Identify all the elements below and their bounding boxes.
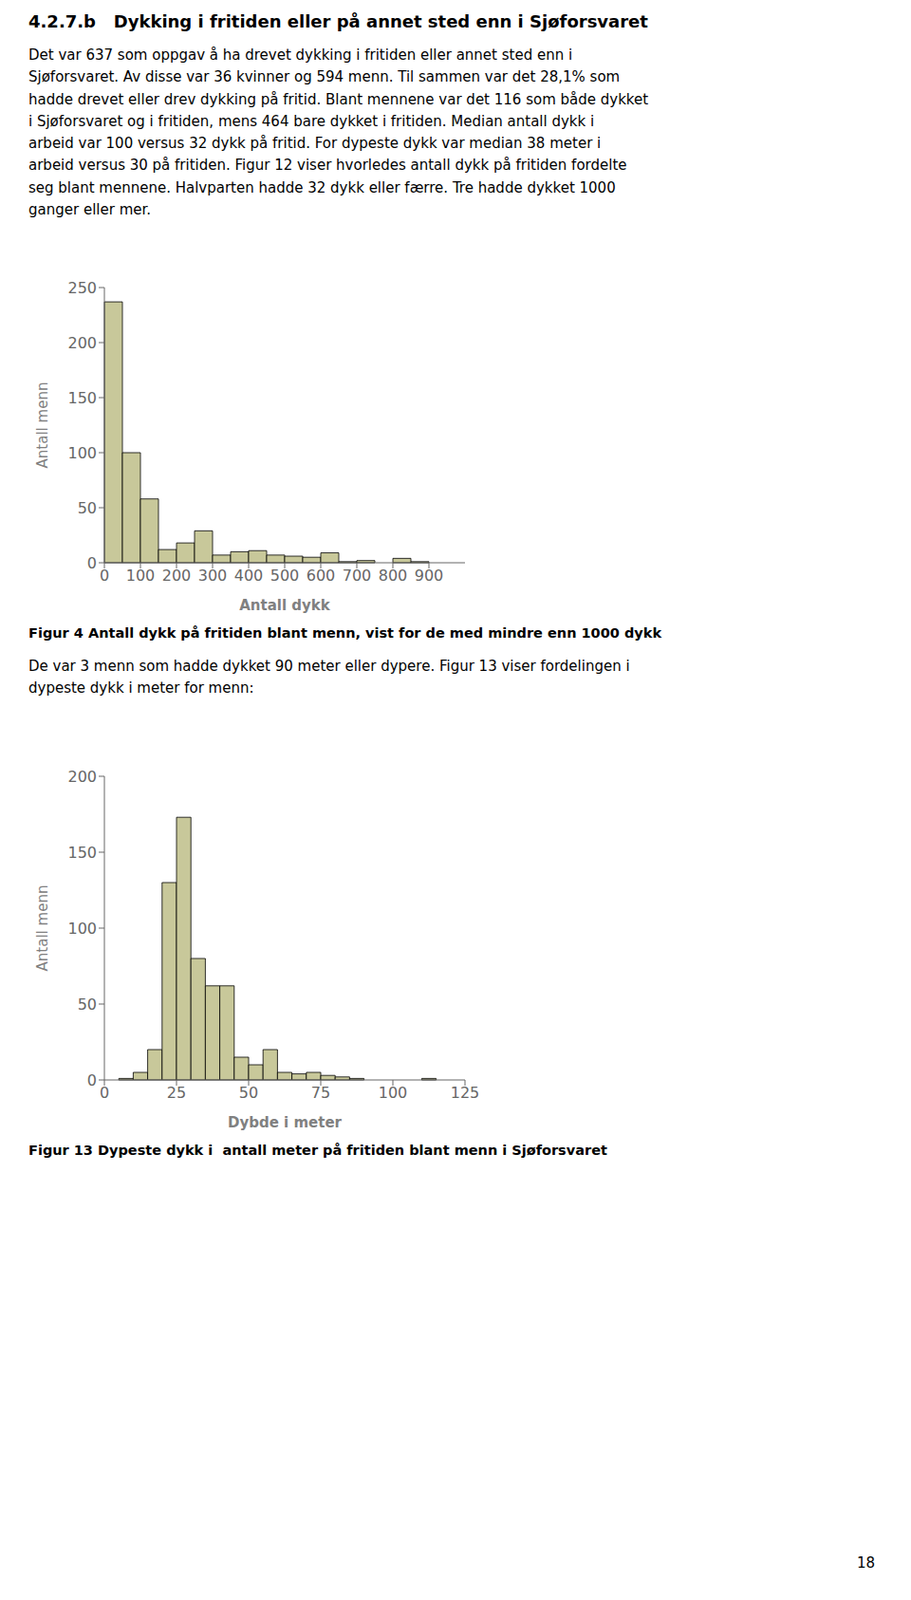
html-text:4.2.7.b Dykking i fritiden ell: 4.2.7.b Dykking i fritiden eller på anne… xyxy=(28,11,649,32)
svg-text:0: 0 xyxy=(87,1070,97,1089)
svg-text:50: 50 xyxy=(77,499,97,518)
svg-text:400: 400 xyxy=(234,566,264,585)
svg-text:75: 75 xyxy=(311,1083,331,1102)
html-text:Figur 4 Antall dykk på fritide: Figur 4 Antall dykk på fritiden blant me… xyxy=(28,625,662,641)
svg-text:Dybde i meter: Dybde i meter xyxy=(227,1114,343,1132)
svg-text:200: 200 xyxy=(162,566,192,585)
svg-text:50: 50 xyxy=(77,994,97,1013)
svg-text:150: 150 xyxy=(67,389,97,408)
html-text:18: 18 xyxy=(856,1554,875,1572)
html-text:De var 3 menn som hadde dykket: De var 3 menn som hadde dykket 90 meter … xyxy=(28,657,630,697)
svg-text:100: 100 xyxy=(67,444,97,463)
svg-text:125: 125 xyxy=(450,1083,481,1102)
svg-text:100: 100 xyxy=(126,566,156,585)
svg-text:250: 250 xyxy=(67,278,97,298)
svg-text:100: 100 xyxy=(378,1083,409,1102)
svg-text:50: 50 xyxy=(239,1083,259,1102)
svg-text:900: 900 xyxy=(414,566,445,585)
svg-text:200: 200 xyxy=(67,766,97,785)
svg-text:800: 800 xyxy=(378,566,409,585)
svg-text:200: 200 xyxy=(67,334,97,353)
svg-text:25: 25 xyxy=(167,1083,186,1102)
svg-text:150: 150 xyxy=(67,842,97,861)
svg-text:300: 300 xyxy=(198,566,228,585)
svg-text:0: 0 xyxy=(99,566,110,585)
svg-text:100: 100 xyxy=(67,918,97,937)
svg-text:600: 600 xyxy=(306,566,336,585)
svg-text:700: 700 xyxy=(342,566,372,585)
svg-text:Antall dykk: Antall dykk xyxy=(239,596,332,614)
svg-text:Antall menn: Antall menn xyxy=(34,884,52,971)
html-text:Figur 13 Dypeste dykk i antall: Figur 13 Dypeste dykk i antall meter på … xyxy=(28,1142,608,1158)
html-text:Det var 637 som oppgav å ha dr: Det var 637 som oppgav å ha drevet dykki… xyxy=(28,46,649,219)
svg-text:0: 0 xyxy=(99,1083,110,1102)
svg-text:0: 0 xyxy=(87,554,97,573)
svg-text:Antall menn: Antall menn xyxy=(34,382,52,469)
svg-text:500: 500 xyxy=(270,566,300,585)
